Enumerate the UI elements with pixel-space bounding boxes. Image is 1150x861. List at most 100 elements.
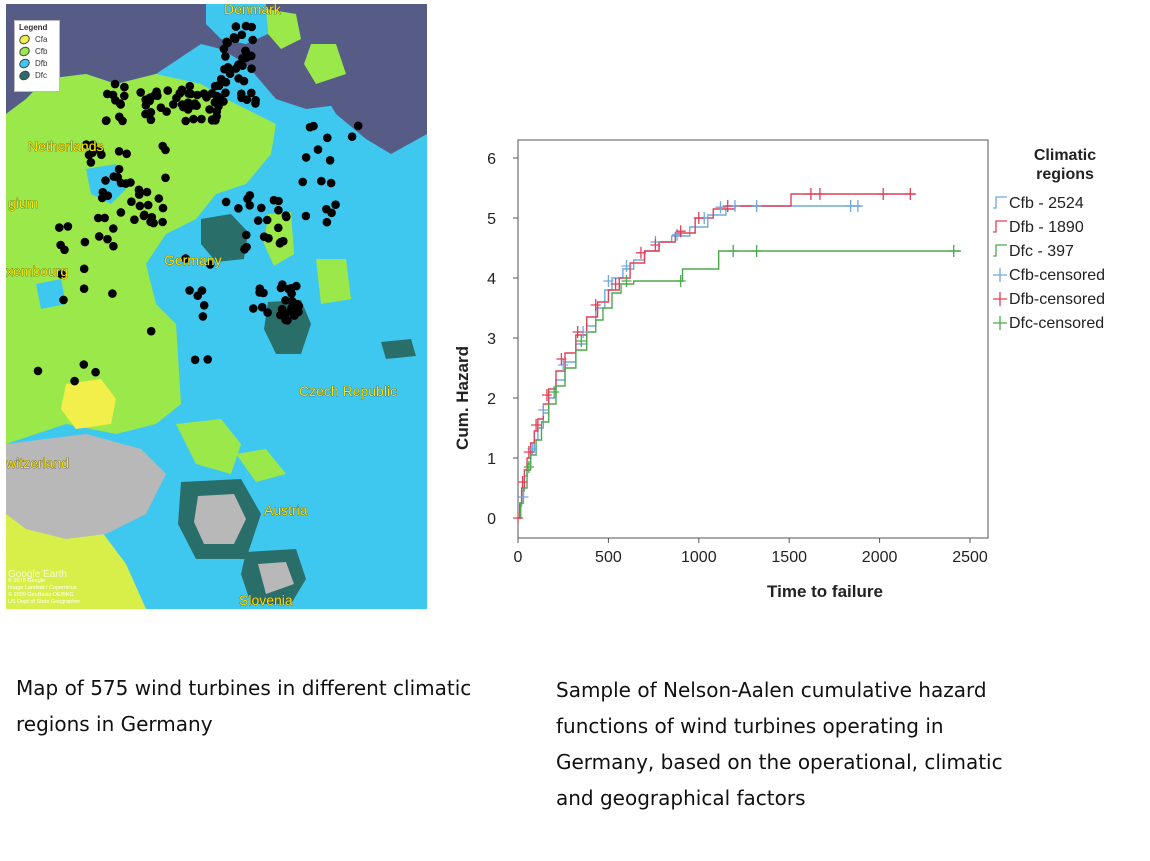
x-tick-label: 1500 — [771, 549, 807, 566]
label-denmark: Denmark — [224, 4, 282, 17]
legend-title: Climatic — [1034, 147, 1096, 164]
turbine-dot — [109, 172, 119, 181]
turbine-dot — [198, 312, 208, 321]
legend-step-icon — [993, 244, 1007, 257]
label-germany: Germany — [164, 252, 222, 268]
censored-marker — [814, 188, 825, 200]
turbine-dot — [94, 232, 104, 241]
turbine-dot — [290, 311, 299, 320]
credit-line: © 2018 Google — [8, 578, 46, 584]
turbine-dot — [146, 108, 156, 117]
turbine-dot — [109, 224, 118, 233]
turbine-dot — [185, 81, 195, 91]
x-tick-label: 2500 — [952, 549, 988, 566]
x-tick-label: 1000 — [681, 549, 717, 566]
cfa-patch — [61, 379, 116, 429]
credit-line: Image Landsat / Copernicus — [8, 585, 77, 591]
turbine-dot — [241, 21, 251, 31]
turbine-dot — [286, 283, 296, 293]
turbine-dot — [142, 187, 152, 197]
censored-marker — [558, 359, 569, 371]
turbine-dot — [88, 148, 97, 157]
label-netherlands: Netherlands — [28, 138, 104, 154]
hazard-line — [518, 250, 961, 519]
turbine-dot — [223, 63, 233, 72]
censored-marker — [523, 446, 534, 458]
map-legend-label: Dfc — [35, 70, 47, 80]
chart-censored-markers — [513, 188, 959, 524]
label-luxembourg: xembourg — [6, 263, 68, 279]
turbine-dot — [33, 366, 43, 376]
label-czech: Czech Republic — [299, 383, 397, 399]
turbine-dot — [259, 288, 268, 298]
censored-marker — [572, 326, 583, 338]
dfc-harz — [201, 214, 248, 262]
turbine-dot — [118, 116, 127, 126]
turbine-dot — [317, 176, 326, 186]
turbine-dot — [136, 88, 145, 97]
turbine-dot — [127, 197, 136, 206]
turbine-dot — [115, 99, 125, 108]
map-legend-item: Cfb — [15, 44, 59, 58]
turbine-dot — [203, 355, 212, 364]
hazard-line — [518, 205, 862, 519]
turbine-dot — [185, 286, 194, 295]
turbine-dot — [197, 114, 206, 124]
turbine-dot — [156, 103, 166, 112]
censored-marker — [610, 278, 621, 290]
censored-marker — [805, 188, 816, 200]
censored-marker — [621, 260, 632, 272]
map-legend-label: Cfb — [35, 46, 48, 56]
label-slovenia: Slovenia — [239, 592, 293, 608]
y-tick-label: 6 — [487, 151, 496, 168]
legend-swatch-icon — [17, 32, 32, 46]
censored-marker — [603, 275, 614, 287]
turbine-dot — [80, 237, 90, 247]
turbine-dot — [100, 213, 109, 223]
turbine-dot — [108, 289, 117, 298]
turbine-dot — [231, 22, 241, 31]
credit-line: © 2009 GeoBasis-DE/BKG — [8, 592, 74, 598]
turbine-markers — [33, 21, 363, 386]
cfb-south — [176, 419, 241, 474]
plot-frame — [517, 139, 989, 539]
legend-label: Cfb - 2524 — [1009, 195, 1084, 212]
turbine-dot — [122, 149, 131, 159]
censored-marker — [751, 200, 762, 212]
x-tick-label: 500 — [595, 549, 622, 566]
label-belgium: gium — [8, 195, 38, 211]
turbine-dot — [237, 30, 247, 40]
turbine-dot — [323, 133, 332, 143]
censored-marker — [635, 246, 646, 259]
turbine-dot — [238, 54, 247, 63]
legend-swatch-icon — [17, 68, 32, 82]
y-tick-label: 1 — [487, 451, 496, 468]
map-legend-label: Dfb — [35, 58, 48, 68]
turbine-dot — [177, 100, 187, 109]
censored-marker — [556, 353, 567, 365]
turbine-dot — [262, 215, 272, 225]
turbine-dot — [275, 239, 285, 248]
censored-marker — [538, 404, 549, 416]
chart-series — [518, 193, 961, 519]
map-legend-title: Legend — [19, 23, 48, 32]
turbine-dot — [207, 116, 217, 125]
turbine-dot — [248, 35, 257, 45]
island-cfb — [304, 44, 346, 84]
turbine-dot — [353, 121, 363, 131]
google-earth-brand: Google Earth — [8, 569, 67, 580]
hazard-chart: 0 500 1000 1500 2000 2500 0 1 2 3 4 5 6 Time to fail… — [453, 139, 1105, 601]
turbine-dot — [181, 116, 190, 126]
label-austria: Austria — [264, 502, 308, 518]
turbine-dot — [283, 316, 292, 325]
turbine-dot — [143, 200, 153, 210]
turbine-dot — [146, 115, 156, 125]
alpine-grey — [6, 434, 166, 539]
censored-marker — [852, 200, 863, 212]
turbine-dot — [276, 283, 286, 293]
turbine-dot — [79, 284, 89, 294]
censored-marker — [590, 299, 601, 311]
turbine-dot — [114, 164, 124, 174]
turbine-dot — [184, 89, 193, 98]
turbine-dot — [140, 210, 149, 220]
